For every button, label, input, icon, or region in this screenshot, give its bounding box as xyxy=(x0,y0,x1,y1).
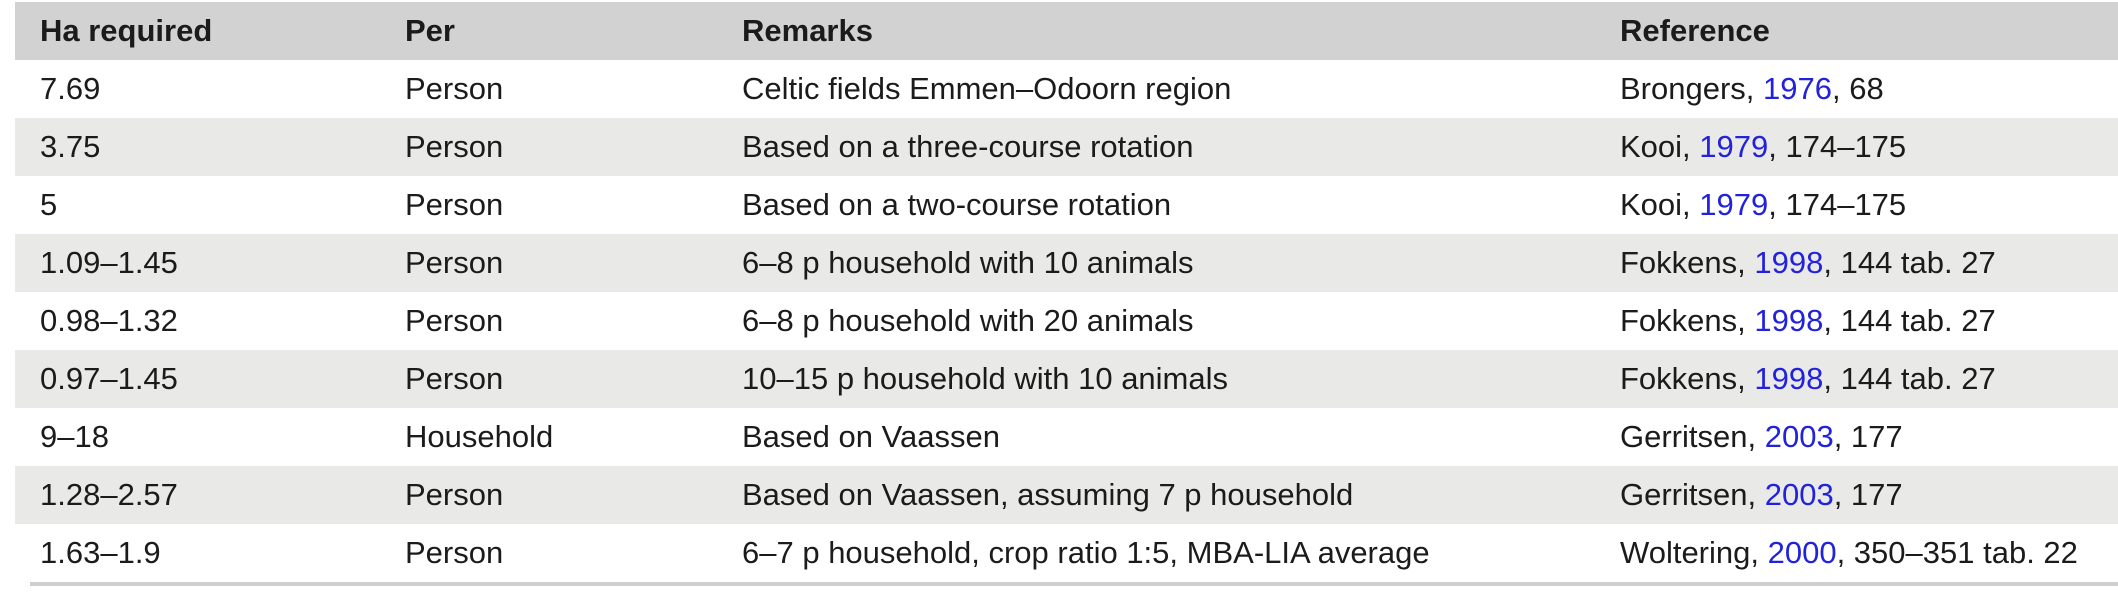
reference-author: Fokkens, xyxy=(1620,245,1755,280)
reference-year-link[interactable]: 1979 xyxy=(1699,129,1769,164)
cell-reference: Brongers, 1976, 68 xyxy=(1620,60,2118,118)
cell-reference: Kooi, 1979, 174–175 xyxy=(1620,118,2118,176)
cell-ha-required: 0.98–1.32 xyxy=(40,303,178,338)
cell-reference: Woltering, 2000, 350–351 tab. 22 xyxy=(1620,524,2118,582)
table-row: 9–18 Household Based on Vaassen Gerritse… xyxy=(15,408,2118,466)
reference-pages: , 174–175 xyxy=(1768,187,1907,222)
header-reference: Reference xyxy=(1620,2,2118,60)
reference-year-link[interactable]: 2003 xyxy=(1764,419,1834,454)
cell-reference: Gerritsen, 2003, 177 xyxy=(1620,408,2118,466)
cell-remarks: 6–7 p household, crop ratio 1:5, MBA-LIA… xyxy=(742,535,1430,570)
reference-pages: , 174–175 xyxy=(1768,129,1907,164)
cell-per: Person xyxy=(405,118,742,176)
cell-reference: Fokkens, 1998, 144 tab. 27 xyxy=(1620,350,2118,408)
reference-author: Gerritsen, xyxy=(1620,477,1765,512)
cell-remarks: Based on a two-course rotation xyxy=(742,187,1172,222)
reference-year-link[interactable]: 1998 xyxy=(1754,361,1824,396)
table-row: 1.28–2.57 Person Based on Vaassen, assum… xyxy=(15,466,2118,524)
table-row: 3.75 Person Based on a three-course rota… xyxy=(15,118,2118,176)
cell-remarks: Celtic fields Emmen–Odoorn region xyxy=(742,71,1232,106)
reference-author: Kooi, xyxy=(1620,187,1700,222)
reference-year-link[interactable]: 2000 xyxy=(1767,535,1837,570)
reference-year-link[interactable]: 1998 xyxy=(1754,245,1824,280)
cell-per: Person xyxy=(405,350,742,408)
table-header-row: Ha required Per Remarks Reference xyxy=(15,2,2118,60)
cell-ha-required: 5 xyxy=(40,187,58,222)
reference-author: Brongers, xyxy=(1620,71,1764,106)
cell-ha-required: 7.69 xyxy=(40,71,101,106)
table-row: 1.09–1.45 Person 6–8 p household with 10… xyxy=(15,234,2118,292)
cell-ha-required: 1.09–1.45 xyxy=(15,234,405,292)
reference-year-link[interactable]: 1998 xyxy=(1754,303,1824,338)
reference-pages: , 350–351 tab. 22 xyxy=(1836,535,2078,570)
cell-per: Person xyxy=(405,234,742,292)
table-bottom-rule xyxy=(30,582,2118,586)
header-ha-required: Ha required xyxy=(15,2,405,60)
cell-remarks: 6–8 p household with 10 animals xyxy=(742,234,1620,292)
cell-ha-required: 1.28–2.57 xyxy=(15,466,405,524)
cell-per: Person xyxy=(405,71,504,106)
reference-pages: , 68 xyxy=(1831,71,1884,106)
reference-pages: , 144 tab. 27 xyxy=(1823,361,1996,396)
cell-per: Person xyxy=(405,303,504,338)
cell-reference: Fokkens, 1998, 144 tab. 27 xyxy=(1620,292,2118,350)
cell-reference: Kooi, 1979, 174–175 xyxy=(1620,176,2118,234)
cell-remarks: 6–8 p household with 20 animals xyxy=(742,303,1194,338)
cell-reference: Gerritsen, 2003, 177 xyxy=(1620,466,2118,524)
table-header: Ha required Per Remarks Reference xyxy=(15,2,2118,60)
land-requirement-table: Ha required Per Remarks Reference 7.69 P… xyxy=(15,2,2118,586)
reference-pages: , 144 tab. 27 xyxy=(1823,245,1996,280)
cell-ha-required: 3.75 xyxy=(15,118,405,176)
reference-author: Woltering, xyxy=(1620,535,1768,570)
cell-per: Person xyxy=(405,466,742,524)
cell-per: Household xyxy=(405,419,554,454)
table-body: 7.69 Person Celtic fields Emmen–Odoorn r… xyxy=(15,60,2118,582)
cell-remarks: 10–15 p household with 10 animals xyxy=(742,350,1620,408)
cell-remarks: Based on a three-course rotation xyxy=(742,118,1620,176)
table-row: 0.98–1.32 Person 6–8 p household with 20… xyxy=(15,292,2118,350)
table-row: 5 Person Based on a two-course rotation … xyxy=(15,176,2118,234)
reference-pages: , 177 xyxy=(1833,419,1903,454)
reference-year-link[interactable]: 1976 xyxy=(1763,71,1832,106)
cell-ha-required: 9–18 xyxy=(40,419,109,454)
reference-author: Fokkens, xyxy=(1620,303,1755,338)
cell-remarks: Based on Vaassen xyxy=(742,419,1000,454)
reference-year-link[interactable]: 1979 xyxy=(1699,187,1769,222)
cell-per: Person xyxy=(405,535,504,570)
reference-pages: , 144 tab. 27 xyxy=(1823,303,1996,338)
header-per: Per xyxy=(405,2,742,60)
data-table: Ha required Per Remarks Reference 7.69 P… xyxy=(15,2,2118,582)
cell-remarks: Based on Vaassen, assuming 7 p household xyxy=(742,466,1620,524)
cell-reference: Fokkens, 1998, 144 tab. 27 xyxy=(1620,234,2118,292)
header-remarks: Remarks xyxy=(742,2,1620,60)
table-row: 1.63–1.9 Person 6–7 p household, crop ra… xyxy=(15,524,2118,582)
cell-per: Person xyxy=(405,187,504,222)
cell-ha-required: 1.63–1.9 xyxy=(40,535,161,570)
reference-pages: , 177 xyxy=(1833,477,1903,512)
reference-author: Gerritsen, xyxy=(1620,419,1765,454)
reference-year-link[interactable]: 2003 xyxy=(1764,477,1834,512)
cell-ha-required: 0.97–1.45 xyxy=(15,350,405,408)
reference-author: Kooi, xyxy=(1620,129,1700,164)
reference-author: Fokkens, xyxy=(1620,361,1755,396)
table-row: 7.69 Person Celtic fields Emmen–Odoorn r… xyxy=(15,60,2118,118)
table-row: 0.97–1.45 Person 10–15 p household with … xyxy=(15,350,2118,408)
